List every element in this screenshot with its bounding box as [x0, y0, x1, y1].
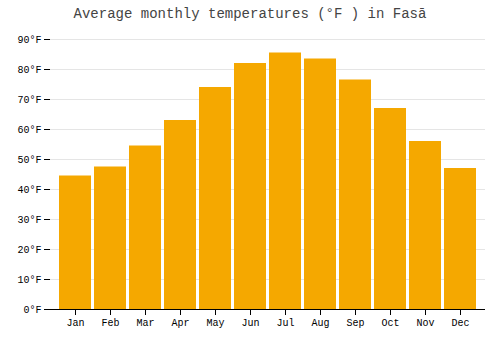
- svg-text:Aug: Aug: [311, 318, 329, 329]
- svg-text:Jan: Jan: [66, 318, 84, 329]
- svg-text:Nov: Nov: [416, 318, 434, 329]
- svg-text:Dec: Dec: [451, 318, 469, 329]
- svg-text:60°F: 60°F: [17, 125, 41, 136]
- svg-text:Jul: Jul: [276, 318, 294, 329]
- svg-text:50°F: 50°F: [17, 155, 41, 166]
- svg-text:Oct: Oct: [381, 318, 399, 329]
- svg-text:40°F: 40°F: [17, 185, 41, 196]
- svg-text:30°F: 30°F: [17, 215, 41, 226]
- svg-text:Jun: Jun: [241, 318, 259, 329]
- svg-text:Mar: Mar: [136, 318, 154, 329]
- svg-text:80°F: 80°F: [17, 65, 41, 76]
- svg-text:90°F: 90°F: [17, 35, 41, 46]
- svg-text:May: May: [206, 318, 224, 329]
- svg-text:10°F: 10°F: [17, 275, 41, 286]
- svg-text:70°F: 70°F: [17, 95, 41, 106]
- svg-text:Feb: Feb: [101, 318, 119, 329]
- svg-text:Apr: Apr: [171, 318, 189, 329]
- svg-text:20°F: 20°F: [17, 245, 41, 256]
- svg-text:Sep: Sep: [346, 318, 364, 329]
- svg-text:0°F: 0°F: [23, 305, 41, 316]
- html-text:Average monthly temperatures (: Average monthly temperatures (°F ) in Fa…: [73, 6, 427, 22]
